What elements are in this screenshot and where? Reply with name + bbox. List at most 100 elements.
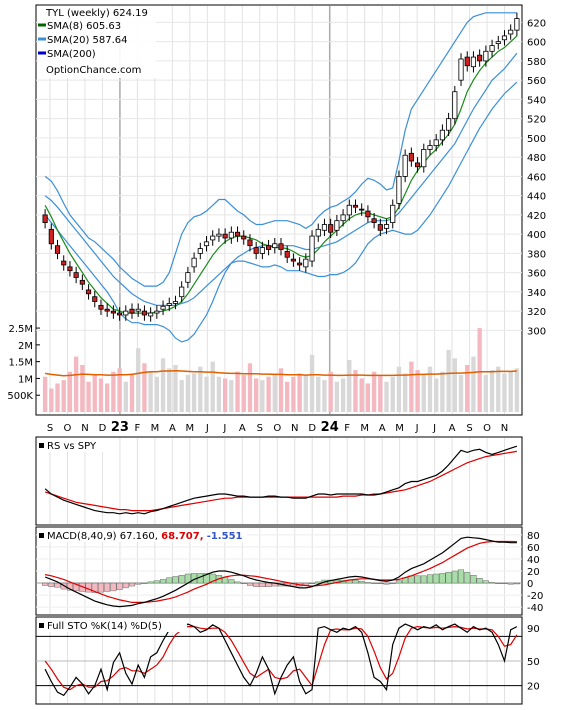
candle-body (222, 233, 228, 239)
macd-tick-label: 40 (527, 555, 540, 566)
volume-bar (129, 373, 135, 412)
candle-body (371, 218, 377, 223)
price-tick-label: 340 (527, 288, 546, 299)
macd-histogram-bar (160, 579, 167, 584)
x-tick-label: J (222, 423, 226, 434)
candle-body (321, 224, 328, 231)
volume-bar (384, 381, 389, 412)
volume-bar (160, 358, 166, 412)
macd-histogram-bar (309, 582, 316, 584)
candle-body (234, 231, 241, 237)
candle-body (48, 228, 54, 245)
volume-bar (191, 373, 197, 412)
x-tick-label: O (273, 423, 281, 434)
candle-body (421, 149, 427, 168)
volume-bar (67, 371, 73, 412)
macd-histogram-bar (104, 582, 111, 592)
candle-body (508, 29, 514, 35)
candle-body (179, 286, 185, 298)
volume-tick-label: 2M (18, 341, 33, 352)
volume-bar (222, 378, 228, 412)
price-tick-label: 300 (527, 326, 546, 337)
x-tick-label: A (169, 423, 176, 434)
x-tick-label: S (257, 423, 263, 434)
legend-sma20: SMA(20) 587.64 (47, 35, 128, 46)
candle-body (266, 245, 272, 250)
macd-histogram-bar (42, 582, 49, 586)
candle-body (148, 312, 154, 317)
price-panel-frame (35, 4, 523, 416)
volume-bar (415, 370, 420, 412)
volume-bar (229, 380, 234, 412)
x-tick-label: M (186, 423, 195, 434)
candle-body (483, 50, 489, 62)
macd-histogram-bar (234, 581, 241, 584)
candle-body (172, 301, 179, 304)
rs-label-bg (37, 438, 107, 452)
volume-bar (390, 376, 395, 412)
x-tick-label: F (135, 423, 141, 434)
volume-bar (303, 375, 309, 412)
volume-bar (471, 356, 476, 412)
volume-bar (322, 380, 327, 412)
rs-label-swatch (39, 443, 44, 448)
volume-average-line (44, 369, 517, 377)
candle-body (377, 224, 383, 231)
volume-bar (123, 381, 128, 412)
volume-bar (136, 348, 141, 412)
candle-body (458, 58, 464, 81)
macd-histogram-bar (253, 582, 260, 587)
candle-body (79, 279, 85, 285)
volume-bar (458, 375, 464, 412)
price-tick-label: 540 (527, 95, 546, 106)
candle-body (470, 56, 477, 68)
volume-bar (154, 376, 160, 412)
macd-histogram-bar (364, 582, 371, 584)
candle-body (210, 235, 216, 241)
volume-bar (216, 376, 222, 412)
candle-body (228, 231, 234, 239)
macd-histogram-bar (147, 581, 154, 584)
volume-bar (235, 371, 240, 412)
candle-body (123, 310, 129, 316)
volume-bar (198, 366, 203, 412)
candle-body (433, 139, 439, 147)
x-tick-label: S (47, 423, 53, 434)
x-tick-label: 23 (111, 420, 129, 435)
x-tick-label: D (308, 423, 316, 434)
candle-body (477, 54, 483, 62)
axis-layer: S O N D 23 F M A M J J A S O N D 24 F M A M J J A S O N30032034036… (7, 18, 546, 692)
rs-label: RS vs SPY (47, 441, 97, 452)
macd-histogram-bar (420, 575, 427, 584)
macd-label-bg (37, 528, 247, 542)
macd-label-swatch (39, 533, 44, 538)
macd-histogram-bar (476, 578, 483, 584)
x-tick-label: S (466, 423, 472, 434)
macd-histogram-bar (426, 574, 433, 584)
volume-bar (340, 378, 346, 412)
volume-bar (142, 363, 147, 412)
candle-body (402, 154, 408, 177)
sto-label: Full STO %K(14) %D(5) (47, 621, 162, 632)
macd-line (44, 536, 517, 608)
macd-histogram-bar (358, 581, 365, 584)
candle-body (203, 241, 210, 247)
candle-body (241, 235, 247, 240)
candle-body (110, 310, 116, 314)
macd-histogram-bar (414, 575, 421, 584)
x-tick-label: A (379, 423, 386, 434)
volume-bar (396, 366, 402, 412)
legend-sma200: SMA(200) (47, 49, 96, 60)
candle-body (452, 91, 458, 120)
macd-histogram-bar (489, 582, 496, 584)
macd-histogram-bar (383, 582, 390, 585)
macd-histogram-bar (246, 582, 253, 586)
macd-histogram-bar (153, 580, 160, 584)
bollinger-lower-band (44, 81, 518, 343)
x-tick-label: A (239, 423, 246, 434)
candle-body (315, 228, 321, 237)
candle-body (160, 305, 166, 310)
volume-bar (278, 368, 284, 412)
volume-bar (309, 354, 315, 412)
